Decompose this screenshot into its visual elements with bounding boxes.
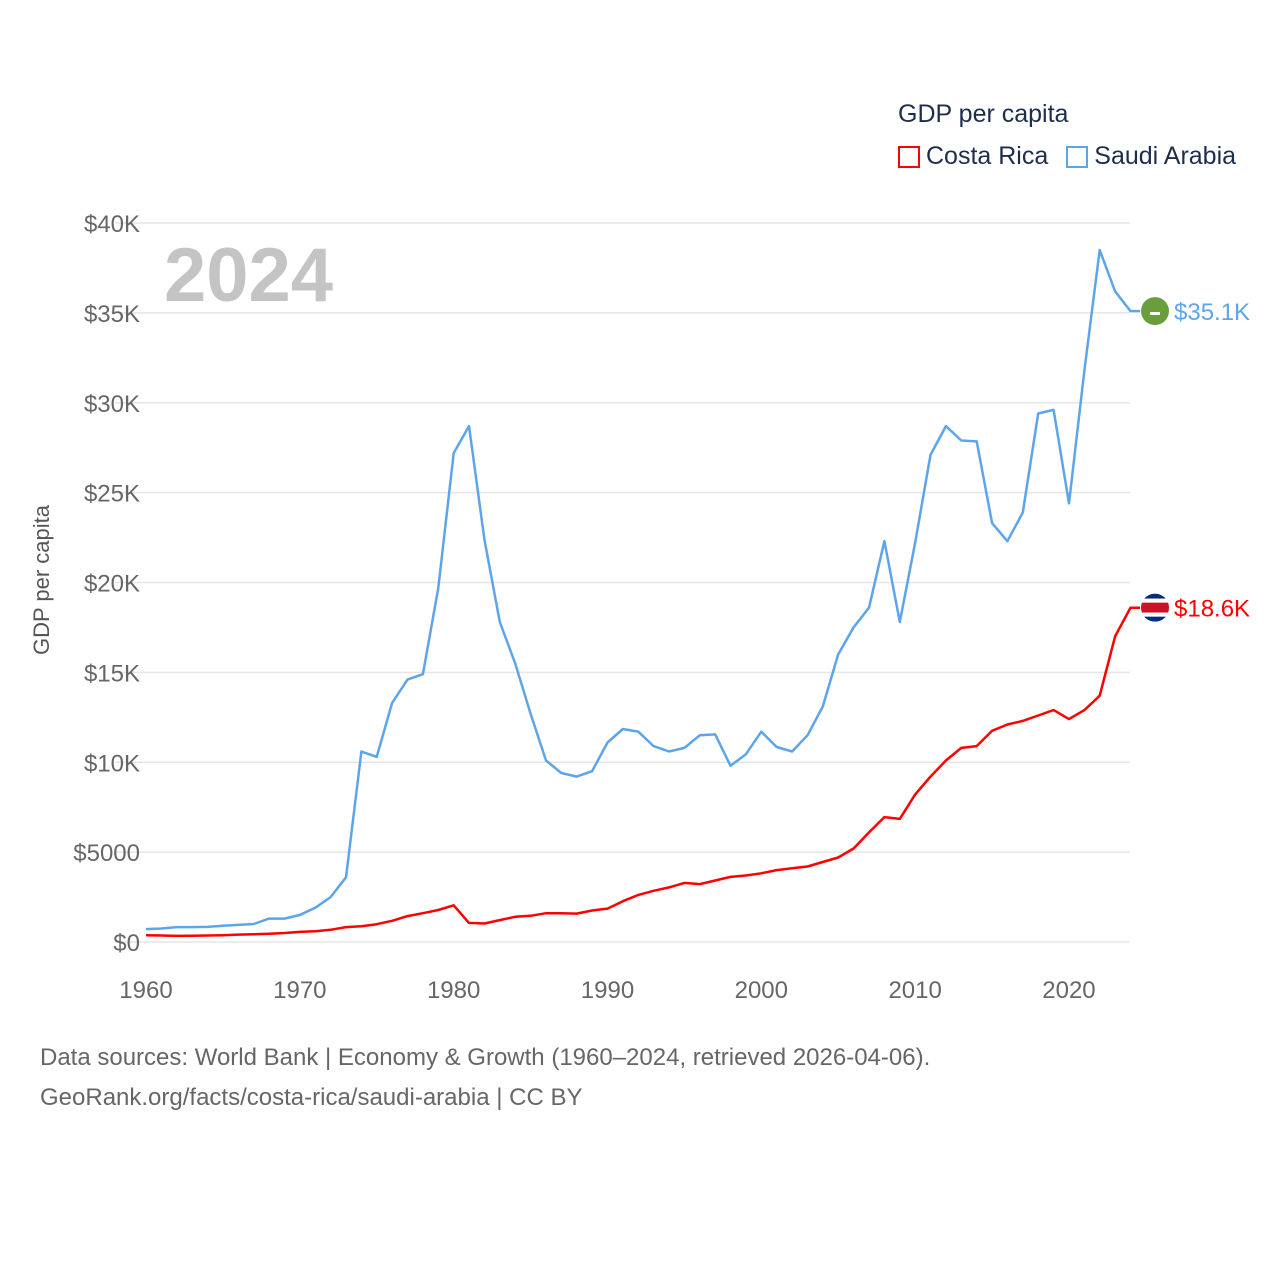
x-tick-label: 2020	[1042, 977, 1095, 1004]
costa-rica-flag-icon	[1141, 593, 1169, 622]
legend-label-saudi-arabia: Saudi Arabia	[1094, 142, 1237, 170]
y-tick-label: $30K	[84, 391, 140, 418]
x-tick-label: 1970	[273, 977, 326, 1004]
flag-stripe	[1141, 598, 1169, 603]
legend-label-costa-rica: Costa Rica	[926, 142, 1049, 170]
footer-sources: Data sources: World Bank | Economy & Gro…	[40, 1044, 931, 1071]
legend-title: GDP per capita	[898, 100, 1069, 128]
x-tick-label: 1980	[427, 977, 480, 1004]
flag-stripe	[1141, 612, 1169, 617]
y-tick-label: $0	[113, 930, 140, 957]
x-tick-label: 2000	[735, 977, 788, 1004]
legend-item-costa-rica[interactable]: Costa Rica	[898, 142, 1048, 171]
flag-stripe	[1141, 616, 1169, 622]
end-value-label-costa-rica: $18.6K	[1174, 596, 1250, 623]
y-tick-label: $10K	[84, 750, 140, 777]
footer-link[interactable]: GeoRank.org/facts/costa-rica/saudi-arabi…	[40, 1084, 583, 1111]
x-tick-label: 1990	[581, 977, 634, 1004]
y-tick-label: $25K	[84, 481, 140, 508]
y-axis-title: GDP per capita	[29, 504, 54, 656]
legend-item-saudi-arabia[interactable]: Saudi Arabia	[1066, 142, 1236, 171]
legend-swatch-costa-rica	[898, 145, 920, 168]
series-line-saudi-arabia	[145, 248, 1140, 931]
end-value-label-saudi-arabia: $35.1K	[1174, 299, 1250, 326]
y-tick-label: $40K	[84, 211, 140, 238]
y-tick-label: $35K	[84, 301, 140, 328]
flag-stripe	[1141, 602, 1169, 613]
year-label: 2024	[164, 233, 334, 318]
flag-emblem-icon: ▬	[1150, 307, 1160, 318]
legend-swatch-saudi-arabia	[1066, 145, 1089, 168]
legend: Costa Rica Saudi Arabia	[898, 142, 1236, 171]
saudi-arabia-flag-icon	[1141, 297, 1169, 326]
y-tick-label: $20K	[84, 571, 140, 598]
x-tick-label: 1960	[119, 977, 172, 1004]
x-tick-label: 2010	[888, 977, 941, 1004]
y-tick-label: $15K	[84, 660, 140, 687]
flag-stripe	[1141, 593, 1169, 599]
y-tick-label: $5000	[73, 840, 140, 867]
series-line-costa-rica	[145, 606, 1140, 938]
